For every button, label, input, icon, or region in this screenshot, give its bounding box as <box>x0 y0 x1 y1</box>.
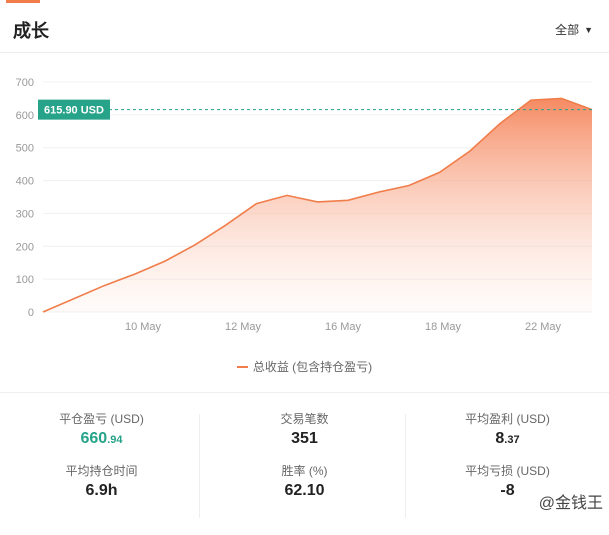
y-tick-label: 700 <box>16 77 34 89</box>
stats-column: 平均盈利 (USD) 8.37 平均亏损 (USD) -8 <box>406 410 609 514</box>
current-value-label: 615.90 USD <box>44 105 104 117</box>
stats-column: 交易笔数 351 胜率 (%) 62.10 <box>203 410 406 514</box>
stats-column: 平仓盈亏 (USD) 660.94 平均持仓时间 6.9h <box>0 410 203 514</box>
stats-panel: 平仓盈亏 (USD) 660.94 平均持仓时间 6.9h 交易笔数 351 胜… <box>0 402 609 527</box>
y-tick-label: 0 <box>28 307 34 319</box>
stat-label: 平均亏损 (USD) <box>465 464 550 478</box>
stat-label: 平仓盈亏 (USD) <box>59 412 144 426</box>
stat-value: 660.94 <box>0 430 203 448</box>
stat-value-dec: .37 <box>504 434 520 446</box>
caret-down-icon: ▼ <box>584 25 593 35</box>
y-tick-label: 600 <box>16 110 34 122</box>
stats-separator <box>199 414 200 518</box>
y-tick-label: 100 <box>16 274 34 286</box>
legend-swatch <box>236 366 248 368</box>
y-tick-label: 200 <box>16 241 34 253</box>
stat-value-dec: .94 <box>107 434 123 446</box>
stat-value: 62.10 <box>284 482 325 499</box>
header: 成长 全部 ▼ <box>0 3 609 53</box>
current-value-badge: 615.90 USD <box>38 99 110 120</box>
watermark-text: 金钱王 <box>554 495 603 512</box>
growth-chart: 0 100 200 300 400 500 600 700 10 May 12 May 16 Ma… <box>0 60 609 390</box>
y-tick-label: 400 <box>16 176 34 188</box>
period-filter-dropdown[interactable]: 全部 ▼ <box>555 21 593 38</box>
growth-chart-svg: 0 100 200 300 400 500 600 700 10 May 12 May 16 Ma… <box>16 77 593 333</box>
stat-win-rate: 胜率 (%) 62.10 <box>203 462 406 514</box>
x-tick-label: 12 May <box>225 321 262 333</box>
watermark: @金钱王 <box>539 489 603 513</box>
x-tick-label: 10 May <box>125 321 162 333</box>
stat-avg-loss: 平均亏损 (USD) -8 <box>406 462 609 514</box>
x-tick-label: 18 May <box>425 321 462 333</box>
divider <box>0 392 609 393</box>
stats-separator <box>405 414 406 518</box>
y-tick-label: 300 <box>16 208 34 220</box>
stat-trades: 交易笔数 351 <box>203 410 406 462</box>
stat-label: 平均持仓时间 <box>65 464 138 478</box>
stat-avg-hold: 平均持仓时间 6.9h <box>0 462 203 514</box>
stat-avg-profit: 平均盈利 (USD) 8.37 <box>406 410 609 462</box>
active-tab-indicator <box>6 0 40 3</box>
x-tick-label: 22 May <box>525 321 562 333</box>
period-filter-label: 全部 <box>555 23 580 37</box>
stat-label: 交易笔数 <box>280 412 329 426</box>
stat-label: 平均盈利 (USD) <box>465 412 550 426</box>
stat-label: 胜率 (%) <box>281 464 328 478</box>
stat-value-int: 660 <box>80 430 108 447</box>
legend-label: 总收益 (包含持仓盈亏) <box>252 360 373 374</box>
page-title: 成长 <box>13 21 49 41</box>
watermark-prefix: @ <box>538 495 555 512</box>
stat-value: 8.37 <box>406 430 609 448</box>
stat-value: 6.9h <box>85 482 118 499</box>
x-tick-label: 16 May <box>325 321 362 333</box>
stat-closed-pl: 平仓盈亏 (USD) 660.94 <box>0 410 203 462</box>
stat-value: -8 <box>500 482 515 499</box>
series-area <box>43 98 592 313</box>
stat-value: 351 <box>291 430 318 447</box>
chart-legend[interactable]: 总收益 (包含持仓盈亏) <box>0 358 609 375</box>
y-tick-label: 500 <box>16 143 34 155</box>
stat-value-int: 8 <box>495 430 505 447</box>
series-line <box>42 97 593 313</box>
